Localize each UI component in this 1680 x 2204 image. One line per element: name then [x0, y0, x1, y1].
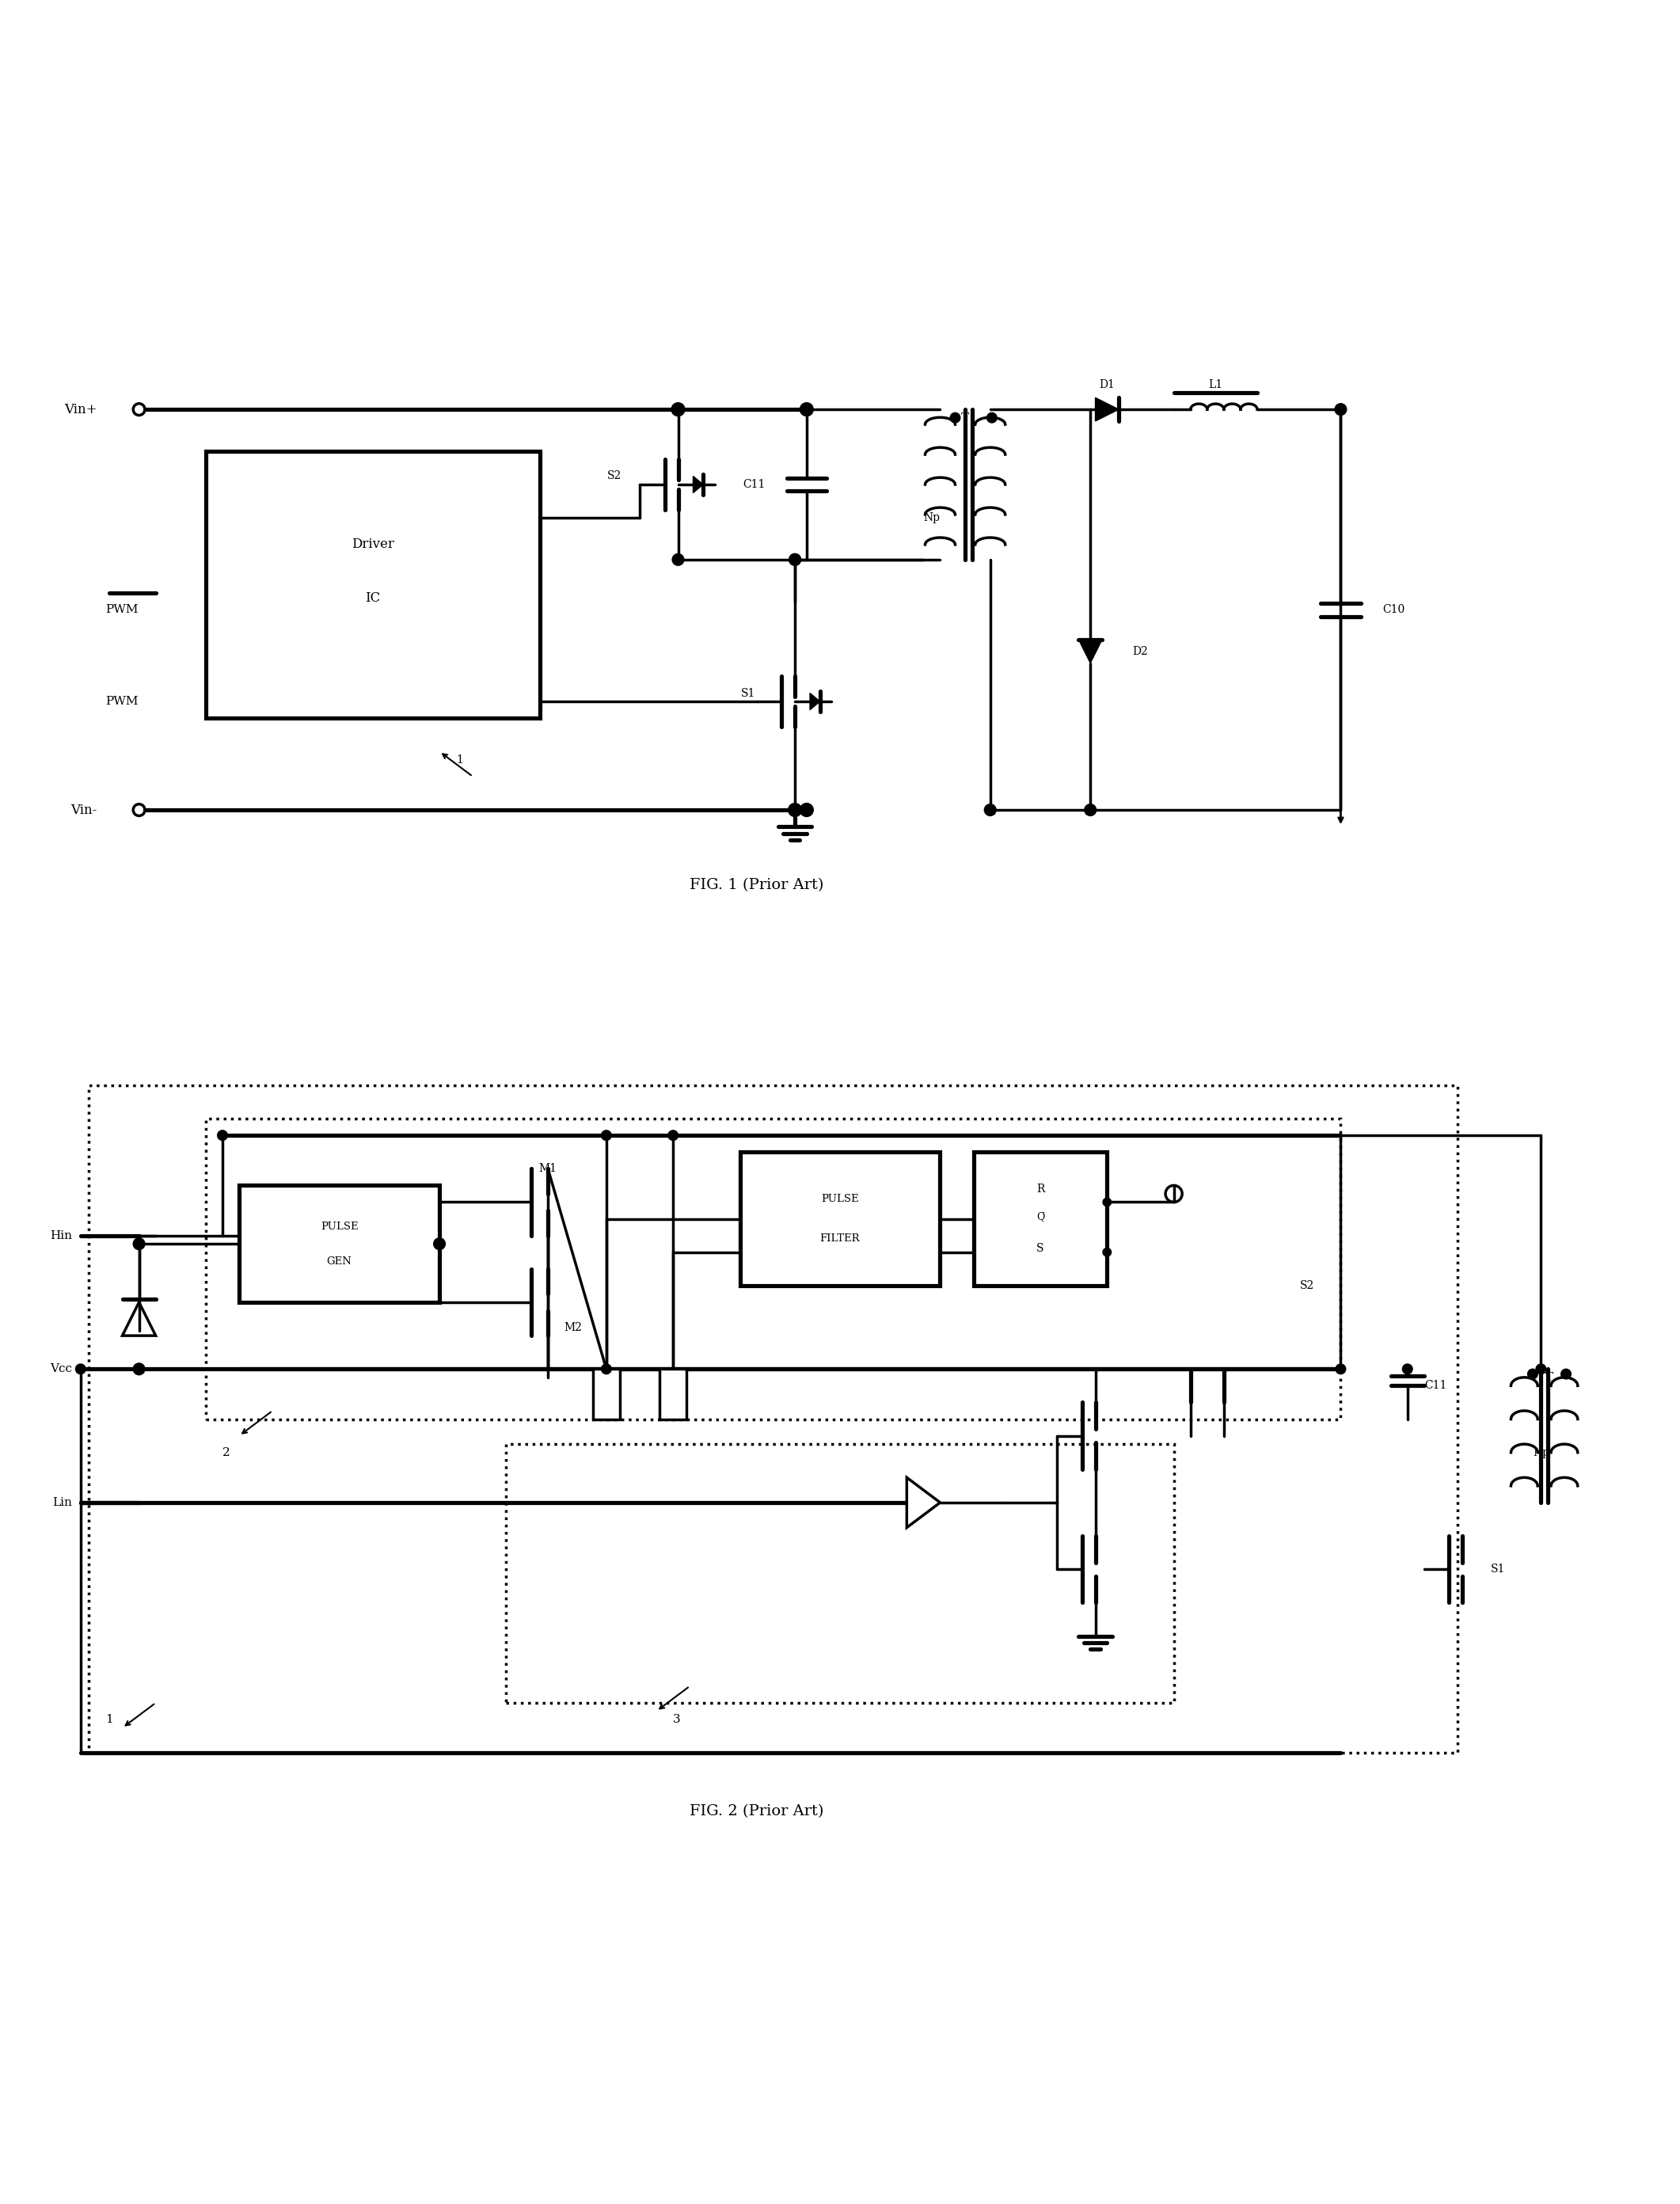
Text: Np: Np — [924, 511, 941, 522]
Bar — [660, 1369, 687, 1419]
Polygon shape — [1079, 639, 1102, 663]
Text: IC: IC — [365, 591, 380, 604]
Circle shape — [133, 1239, 144, 1250]
Text: FILTER: FILTER — [820, 1234, 860, 1243]
Text: Lin: Lin — [52, 1497, 72, 1508]
Text: Vin-: Vin- — [71, 802, 97, 818]
Text: PULSE: PULSE — [822, 1195, 858, 1203]
Text: T: T — [961, 412, 969, 423]
Circle shape — [669, 1131, 679, 1139]
Text: PWM: PWM — [106, 604, 138, 615]
Circle shape — [133, 1364, 144, 1375]
Text: T: T — [1546, 1371, 1554, 1382]
Circle shape — [1536, 1364, 1546, 1373]
Text: Q̅: Q̅ — [1037, 1210, 1045, 1221]
Circle shape — [1102, 1247, 1110, 1256]
Text: S: S — [1037, 1243, 1043, 1254]
Circle shape — [601, 1364, 612, 1373]
Text: 1: 1 — [106, 1715, 113, 1726]
Bar — [239, 1186, 440, 1303]
Text: PULSE: PULSE — [321, 1221, 358, 1232]
Text: Vin+: Vin+ — [64, 403, 97, 417]
Circle shape — [1336, 403, 1347, 414]
Circle shape — [217, 1131, 227, 1139]
Bar — [89, 1084, 1458, 1752]
Polygon shape — [810, 692, 820, 710]
Text: S2: S2 — [608, 472, 622, 483]
Circle shape — [1336, 1364, 1346, 1373]
Text: S1: S1 — [1490, 1565, 1505, 1576]
Text: Np: Np — [1532, 1448, 1549, 1459]
Polygon shape — [1095, 397, 1119, 421]
Bar — [205, 1120, 1341, 1419]
Circle shape — [984, 804, 996, 815]
Circle shape — [672, 553, 684, 566]
Text: Driver: Driver — [351, 538, 395, 551]
Circle shape — [1561, 1369, 1571, 1380]
Text: FIG. 2 (Prior Art): FIG. 2 (Prior Art) — [689, 1805, 823, 1818]
Text: 2: 2 — [222, 1448, 230, 1459]
Circle shape — [790, 553, 801, 566]
Text: GEN: GEN — [326, 1256, 351, 1267]
Text: C10: C10 — [1383, 604, 1404, 615]
Circle shape — [433, 1239, 445, 1250]
Circle shape — [1527, 1369, 1537, 1380]
Text: R: R — [1037, 1184, 1045, 1195]
Circle shape — [76, 1364, 86, 1373]
Text: FIG. 1 (Prior Art): FIG. 1 (Prior Art) — [689, 877, 823, 893]
Text: 1: 1 — [457, 754, 464, 765]
Circle shape — [601, 1131, 612, 1139]
Circle shape — [1085, 804, 1095, 815]
Circle shape — [800, 403, 813, 417]
Circle shape — [986, 412, 996, 423]
Text: PWM: PWM — [106, 696, 138, 707]
Text: Hin: Hin — [50, 1230, 72, 1241]
Bar — [973, 1153, 1107, 1285]
Text: 3: 3 — [674, 1715, 680, 1726]
Circle shape — [1403, 1364, 1413, 1373]
Circle shape — [951, 412, 961, 423]
Circle shape — [800, 802, 813, 818]
Text: S1: S1 — [741, 688, 756, 699]
Circle shape — [790, 553, 801, 566]
Text: M1: M1 — [539, 1164, 558, 1175]
Text: M2: M2 — [564, 1322, 581, 1333]
Text: L1: L1 — [1208, 379, 1223, 390]
Circle shape — [672, 403, 685, 417]
Polygon shape — [694, 476, 704, 494]
Circle shape — [1102, 1199, 1110, 1206]
Circle shape — [788, 802, 801, 818]
Text: Vcc: Vcc — [50, 1364, 72, 1375]
Text: C11: C11 — [1425, 1380, 1446, 1391]
Bar — [593, 1369, 620, 1419]
Bar — [506, 1444, 1174, 1704]
Text: D1: D1 — [1099, 379, 1116, 390]
Polygon shape — [907, 1477, 941, 1527]
Bar — [205, 452, 539, 719]
Text: C11: C11 — [743, 478, 764, 489]
Text: S2: S2 — [1300, 1281, 1314, 1292]
Text: D2: D2 — [1132, 646, 1147, 657]
Bar — [739, 1153, 941, 1285]
